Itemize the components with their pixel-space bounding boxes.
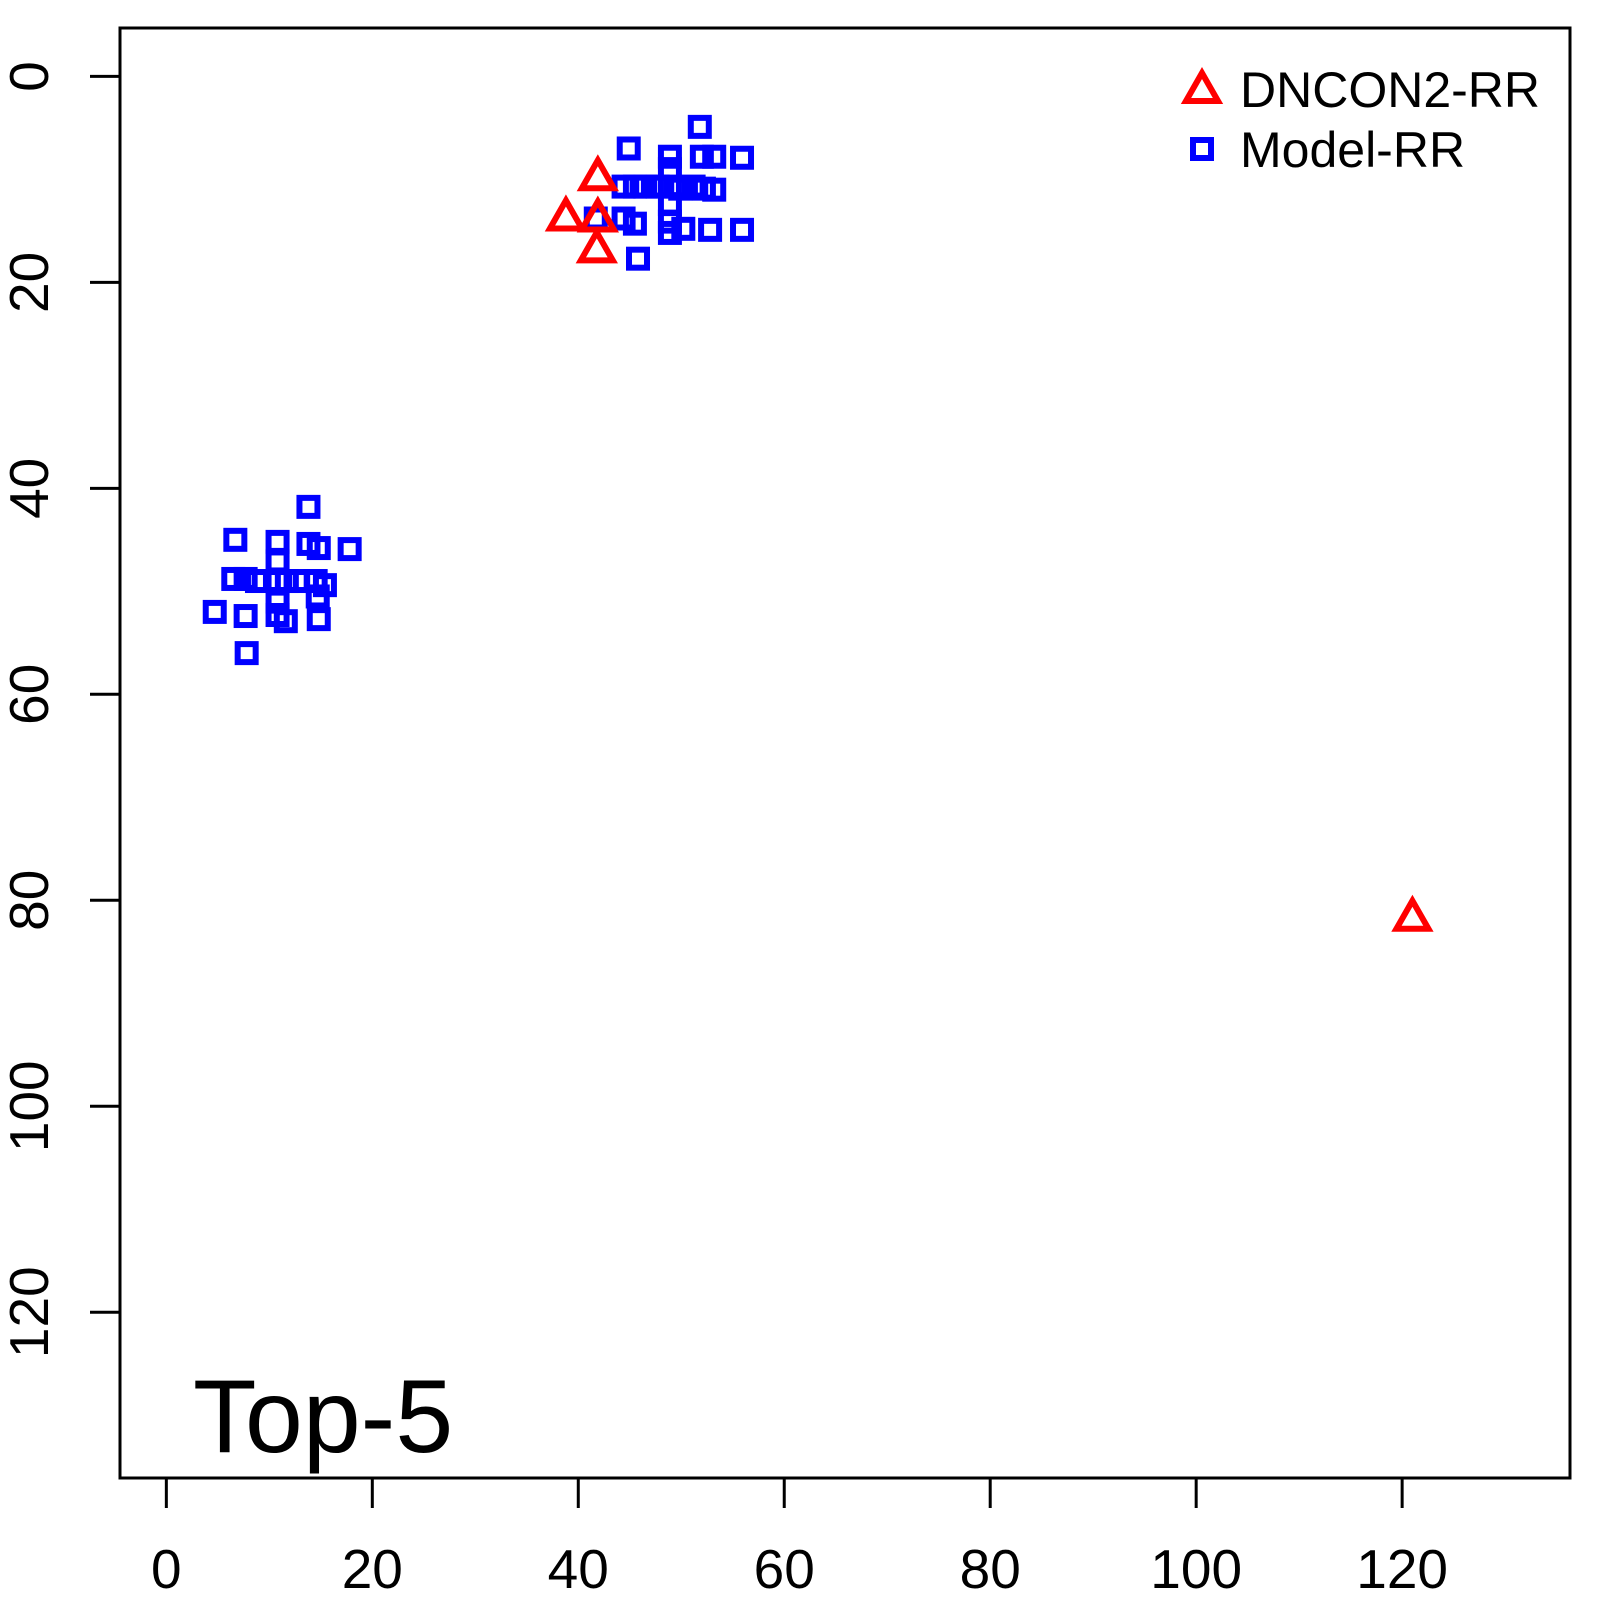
model-rr-point	[622, 211, 647, 236]
model-rr-point	[306, 536, 331, 561]
model-rr-point	[233, 604, 258, 629]
dncon2-rr-point	[1391, 894, 1434, 932]
axes: 0 20 40 60 80 100 120 0 20 40 60 80 100 120	[0, 61, 1448, 1600]
model-rr-point	[223, 527, 248, 552]
x-axis-tick-label: 80	[960, 1538, 1021, 1600]
dncon2-rr-point	[576, 154, 620, 192]
legend-square-icon	[1190, 137, 1214, 161]
model-rr-point	[265, 529, 290, 554]
model-rr-point	[626, 246, 651, 271]
model-rr-point	[296, 494, 321, 519]
x-axis-tick-label: 120	[1356, 1538, 1448, 1600]
plot-title: Top-5	[193, 1359, 453, 1475]
model-rr-point	[265, 549, 290, 574]
model-rr-point	[306, 607, 331, 632]
model-rr-point	[730, 217, 755, 242]
legend-label: DNCON2-RR	[1240, 62, 1540, 118]
model-rr-point	[221, 566, 246, 591]
legend-item: DNCON2-RR	[1180, 62, 1540, 118]
model-rr-point	[657, 144, 682, 169]
model-rr-point	[273, 609, 298, 634]
legend-item: Model-RR	[1190, 122, 1465, 178]
dncon2-rr-point	[544, 194, 588, 232]
y-axis-tick-label: 20	[0, 252, 60, 313]
model-rr-point	[689, 144, 714, 169]
model-rr-point	[698, 217, 723, 242]
legend-label: Model-RR	[1240, 122, 1465, 178]
x-axis-tick-label: 0	[151, 1538, 182, 1600]
dncon2-rr-point	[575, 226, 618, 264]
x-axis-tick-label: 20	[342, 1538, 403, 1600]
x-axis-tick-label: 40	[548, 1538, 609, 1600]
series-dncon2-rr	[544, 154, 1434, 932]
series-model-rr	[202, 114, 755, 666]
y-axis-tick-label: 0	[0, 61, 60, 92]
model-rr-point	[337, 537, 362, 562]
model-rr-point	[702, 177, 727, 202]
model-rr-point	[657, 220, 682, 245]
model-rr-point	[702, 144, 727, 169]
y-axis-tick-label: 80	[0, 870, 60, 931]
model-rr-point	[305, 584, 330, 609]
y-axis-tick-label: 120	[0, 1266, 60, 1358]
legend-triangle-icon	[1180, 66, 1224, 104]
y-axis-tick-label: 100	[0, 1060, 60, 1152]
model-rr-point	[202, 599, 227, 624]
x-axis-tick-label: 100	[1150, 1538, 1242, 1600]
y-axis-tick-label: 40	[0, 458, 60, 519]
model-rr-point	[616, 136, 641, 161]
model-rr-point	[671, 216, 696, 241]
model-rr-point	[687, 114, 712, 139]
plot-border	[118, 26, 1572, 1480]
model-rr-point	[645, 174, 670, 199]
data-points	[202, 114, 1434, 932]
x-axis-tick-label: 60	[754, 1538, 815, 1600]
model-rr-point	[730, 145, 755, 170]
model-rr-point	[633, 174, 658, 199]
y-axis-tick-label: 60	[0, 664, 60, 725]
model-rr-point	[234, 641, 259, 666]
